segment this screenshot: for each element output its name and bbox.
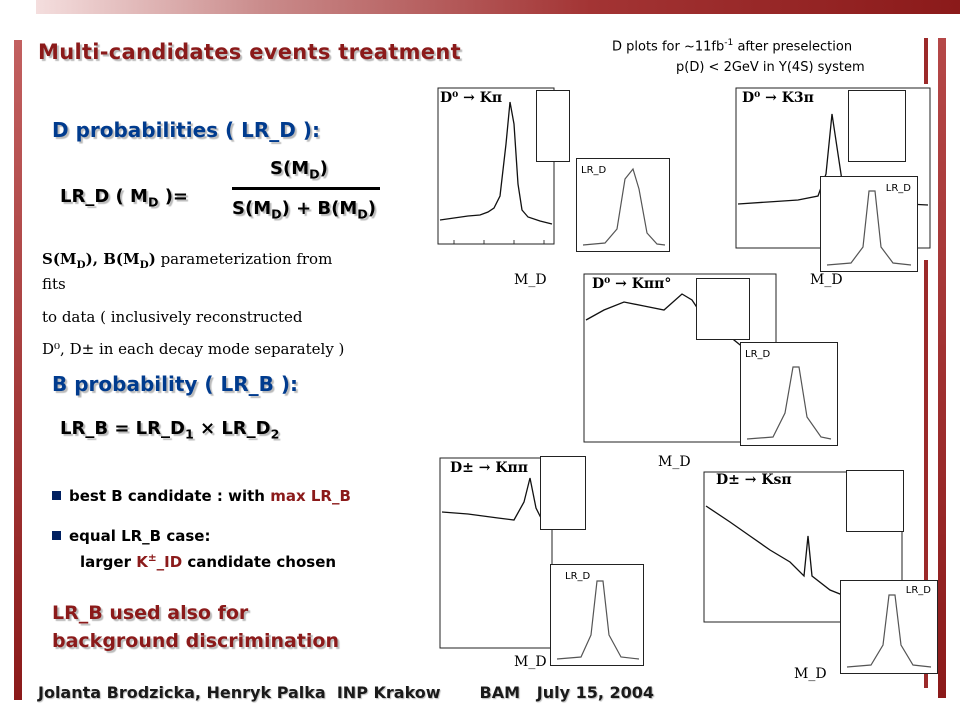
right-accent-bar	[938, 38, 946, 698]
plot-d0-k3pi-inset: LR_D	[820, 176, 918, 272]
lr-b-formula: LR_B = LR_D1 × LR_D2	[60, 418, 280, 442]
plot-d0-k3pi-stats	[848, 90, 906, 162]
plot-d0-kpipi0-label: D⁰ → Kππ°	[592, 276, 672, 292]
param-text-line1: S(MD), B(MD) parameterization from	[42, 250, 333, 271]
plot-d0-k3pi-label: D⁰ → K3π	[742, 90, 814, 106]
param-text-line3: to data ( inclusively reconstructed	[42, 308, 303, 326]
plot-d0-kpipi0-inset-label: LR_D	[745, 349, 771, 360]
lr-d-lhs: LR_D ( MD )=	[60, 186, 188, 210]
plot-d0-kpi-inset-curve	[582, 167, 666, 246]
footer-authors: Jolanta Brodzicka, Henryk Palka INP Krak…	[38, 683, 655, 702]
plot-d0-kpipi0-inset: LR_D	[740, 342, 838, 446]
closing-line1: LR_B used also for	[52, 602, 249, 624]
left-accent-bar	[14, 40, 22, 700]
plot-d0-kpipi0-inset-curve	[746, 366, 832, 440]
plot-dpm-kpipi-label: D± → Kππ	[450, 460, 529, 476]
plot-dpm-kspi-inset: LR_D	[840, 580, 938, 674]
plot-d0-k3pi-inset-label: LR_D	[885, 183, 911, 194]
bullet-equal-case-line2: larger K±_ID candidate chosen	[80, 552, 337, 571]
top-accent-bar	[36, 0, 960, 14]
plot-dpm-kpipi	[418, 452, 554, 658]
param-text-line4: D⁰, D± in each decay mode separately )	[42, 340, 345, 358]
plot-d0-kpi-inset: LR_D	[576, 158, 670, 252]
bullet-equal-case: equal LR_B case:	[52, 527, 210, 545]
plot-dpm-kspi-inset-label: LR_D	[905, 585, 931, 596]
closing-line2: background discrimination	[52, 630, 340, 652]
lr-d-denominator: S(MD) + B(MD)	[232, 198, 376, 222]
plot-dpm-kspi-xlabel: M_D	[794, 666, 827, 682]
plot-d0-kpi-inset-label: LR_D	[581, 165, 607, 176]
plot-dpm-kpipi-stats	[540, 456, 586, 530]
plot-dpm-kpipi-inset-label: LR_D	[565, 571, 591, 582]
plot-d0-kpi-label: D⁰ → Kπ	[440, 90, 503, 106]
slide-title: Multi-candidates events treatment	[38, 40, 461, 64]
plot-d0-k3pi-xlabel: M_D	[810, 272, 843, 288]
plot-d0-kpi-stats	[536, 90, 570, 162]
plot-d0-kpipi0-stats	[696, 278, 750, 340]
square-bullet-icon	[52, 531, 61, 540]
plot-dpm-kspi-label: D± → Ksπ	[716, 472, 792, 488]
plot-dpm-kspi-inset-curve	[846, 594, 932, 668]
plot-d0-kpi-graph	[437, 87, 555, 245]
plot-d0-k3pi-inset-curve	[826, 190, 912, 266]
plot-d0-kpi-xlabel: M_D	[514, 272, 547, 288]
plot-dpm-kpipi-xlabel: M_D	[514, 654, 547, 670]
plot-d0-kpi	[424, 84, 556, 264]
fraction-bar	[232, 187, 380, 190]
plots-note-line1: D plots for ~11fb-1 after preselection	[612, 38, 853, 55]
param-text-line2: fits	[42, 275, 66, 293]
square-bullet-icon	[52, 491, 61, 500]
b-prob-heading: B probability ( LR_B ):	[52, 372, 298, 396]
plot-dpm-kpipi-inset: LR_D	[550, 564, 644, 666]
bullet-best-candidate: best B candidate : with max LR_B	[52, 487, 351, 505]
plot-dpm-kpipi-inset-curve	[556, 580, 640, 660]
plot-dpm-kspi-stats	[846, 470, 904, 532]
plot-dpm-kpipi-graph	[439, 457, 553, 649]
right-inner-accent-bar	[924, 38, 928, 688]
lr-d-numerator: S(MD)	[270, 158, 328, 182]
d-prob-heading: D probabilities ( LR_D ):	[52, 118, 320, 142]
plots-note-line2: p(D) < 2GeV in Y(4S) system	[676, 60, 865, 75]
